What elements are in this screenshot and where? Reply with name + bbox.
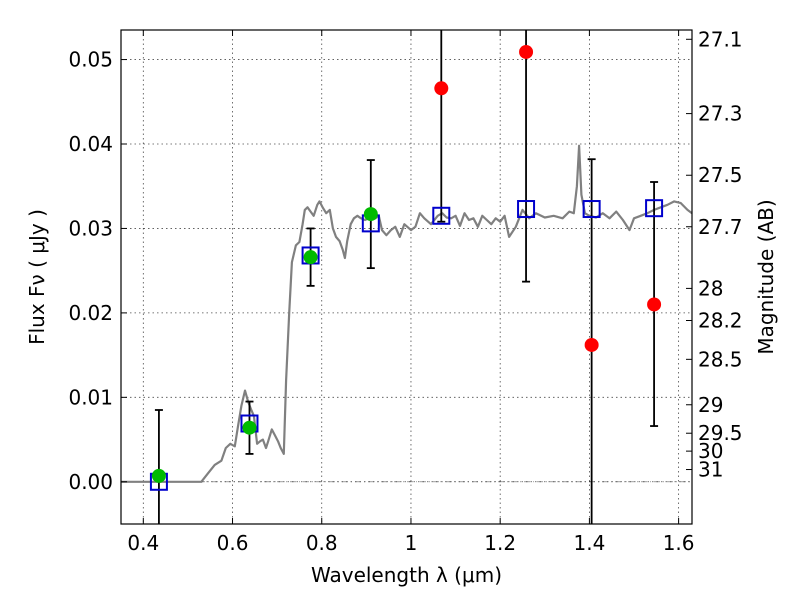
plot-frame — [120, 29, 693, 525]
x-tick-label: 0.4 — [127, 531, 159, 555]
x-tick-label: 1.4 — [573, 531, 605, 555]
x-tick-label: 1 — [405, 531, 418, 555]
x-axis-title: Wavelength λ (μm) — [311, 563, 502, 587]
y2-tick-label: 27.7 — [698, 215, 743, 239]
data-point — [242, 420, 257, 435]
y-tick-label: 0.04 — [68, 132, 113, 156]
model-square — [645, 199, 664, 218]
y-axis-title: Flux Fν ( μJy ) — [25, 209, 49, 345]
grid — [121, 30, 692, 524]
x-tick-label: 0.8 — [306, 531, 338, 555]
y2-tick-label: 31 — [698, 458, 723, 482]
x-tick-label: 1.6 — [663, 531, 695, 555]
y-tick-label: 0.02 — [68, 301, 113, 325]
y2-tick-label: 28.5 — [698, 347, 743, 371]
y2-tick-label: 27.5 — [698, 163, 743, 187]
data-point — [519, 44, 534, 59]
observed-photometry — [151, 44, 662, 483]
y-tick-label: 0.03 — [68, 216, 113, 240]
y2-tick-label: 27.1 — [698, 27, 743, 51]
y2-tick-label: 30 — [698, 439, 723, 463]
y2-tick-label: 27.3 — [698, 102, 743, 126]
y-tick-label: 0.01 — [68, 385, 113, 409]
data-point — [363, 207, 378, 222]
data-point — [151, 468, 166, 483]
model-spectrum-line — [121, 144, 693, 483]
model-square — [582, 200, 601, 219]
y-tick-label: 0.00 — [68, 470, 113, 494]
y2-tick-label: 29.5 — [698, 421, 743, 445]
y2-tick-label: 29 — [698, 393, 723, 417]
y2-axis-title: Magnitude (AB) — [754, 199, 778, 354]
model-square — [517, 200, 536, 219]
data-point — [647, 297, 662, 312]
x-axis: 0.4 0.6 0.8 1 1.2 1.4 1.6 — [127, 30, 695, 555]
y2-tick-label: 28 — [698, 276, 723, 300]
data-point — [303, 250, 318, 265]
model-spectrum — [121, 144, 693, 483]
model-square — [432, 206, 451, 225]
x-tick-label: 1.2 — [484, 531, 516, 555]
x-tick-label: 0.6 — [217, 531, 249, 555]
y2-tick-label: 28.2 — [698, 308, 743, 332]
y-axis: 0.00 0.01 0.02 0.03 0.04 0.05 — [68, 48, 127, 494]
error-bars — [154, 30, 659, 524]
y-tick-label: 0.05 — [68, 48, 113, 72]
data-point — [584, 337, 599, 352]
data-point — [434, 81, 449, 96]
